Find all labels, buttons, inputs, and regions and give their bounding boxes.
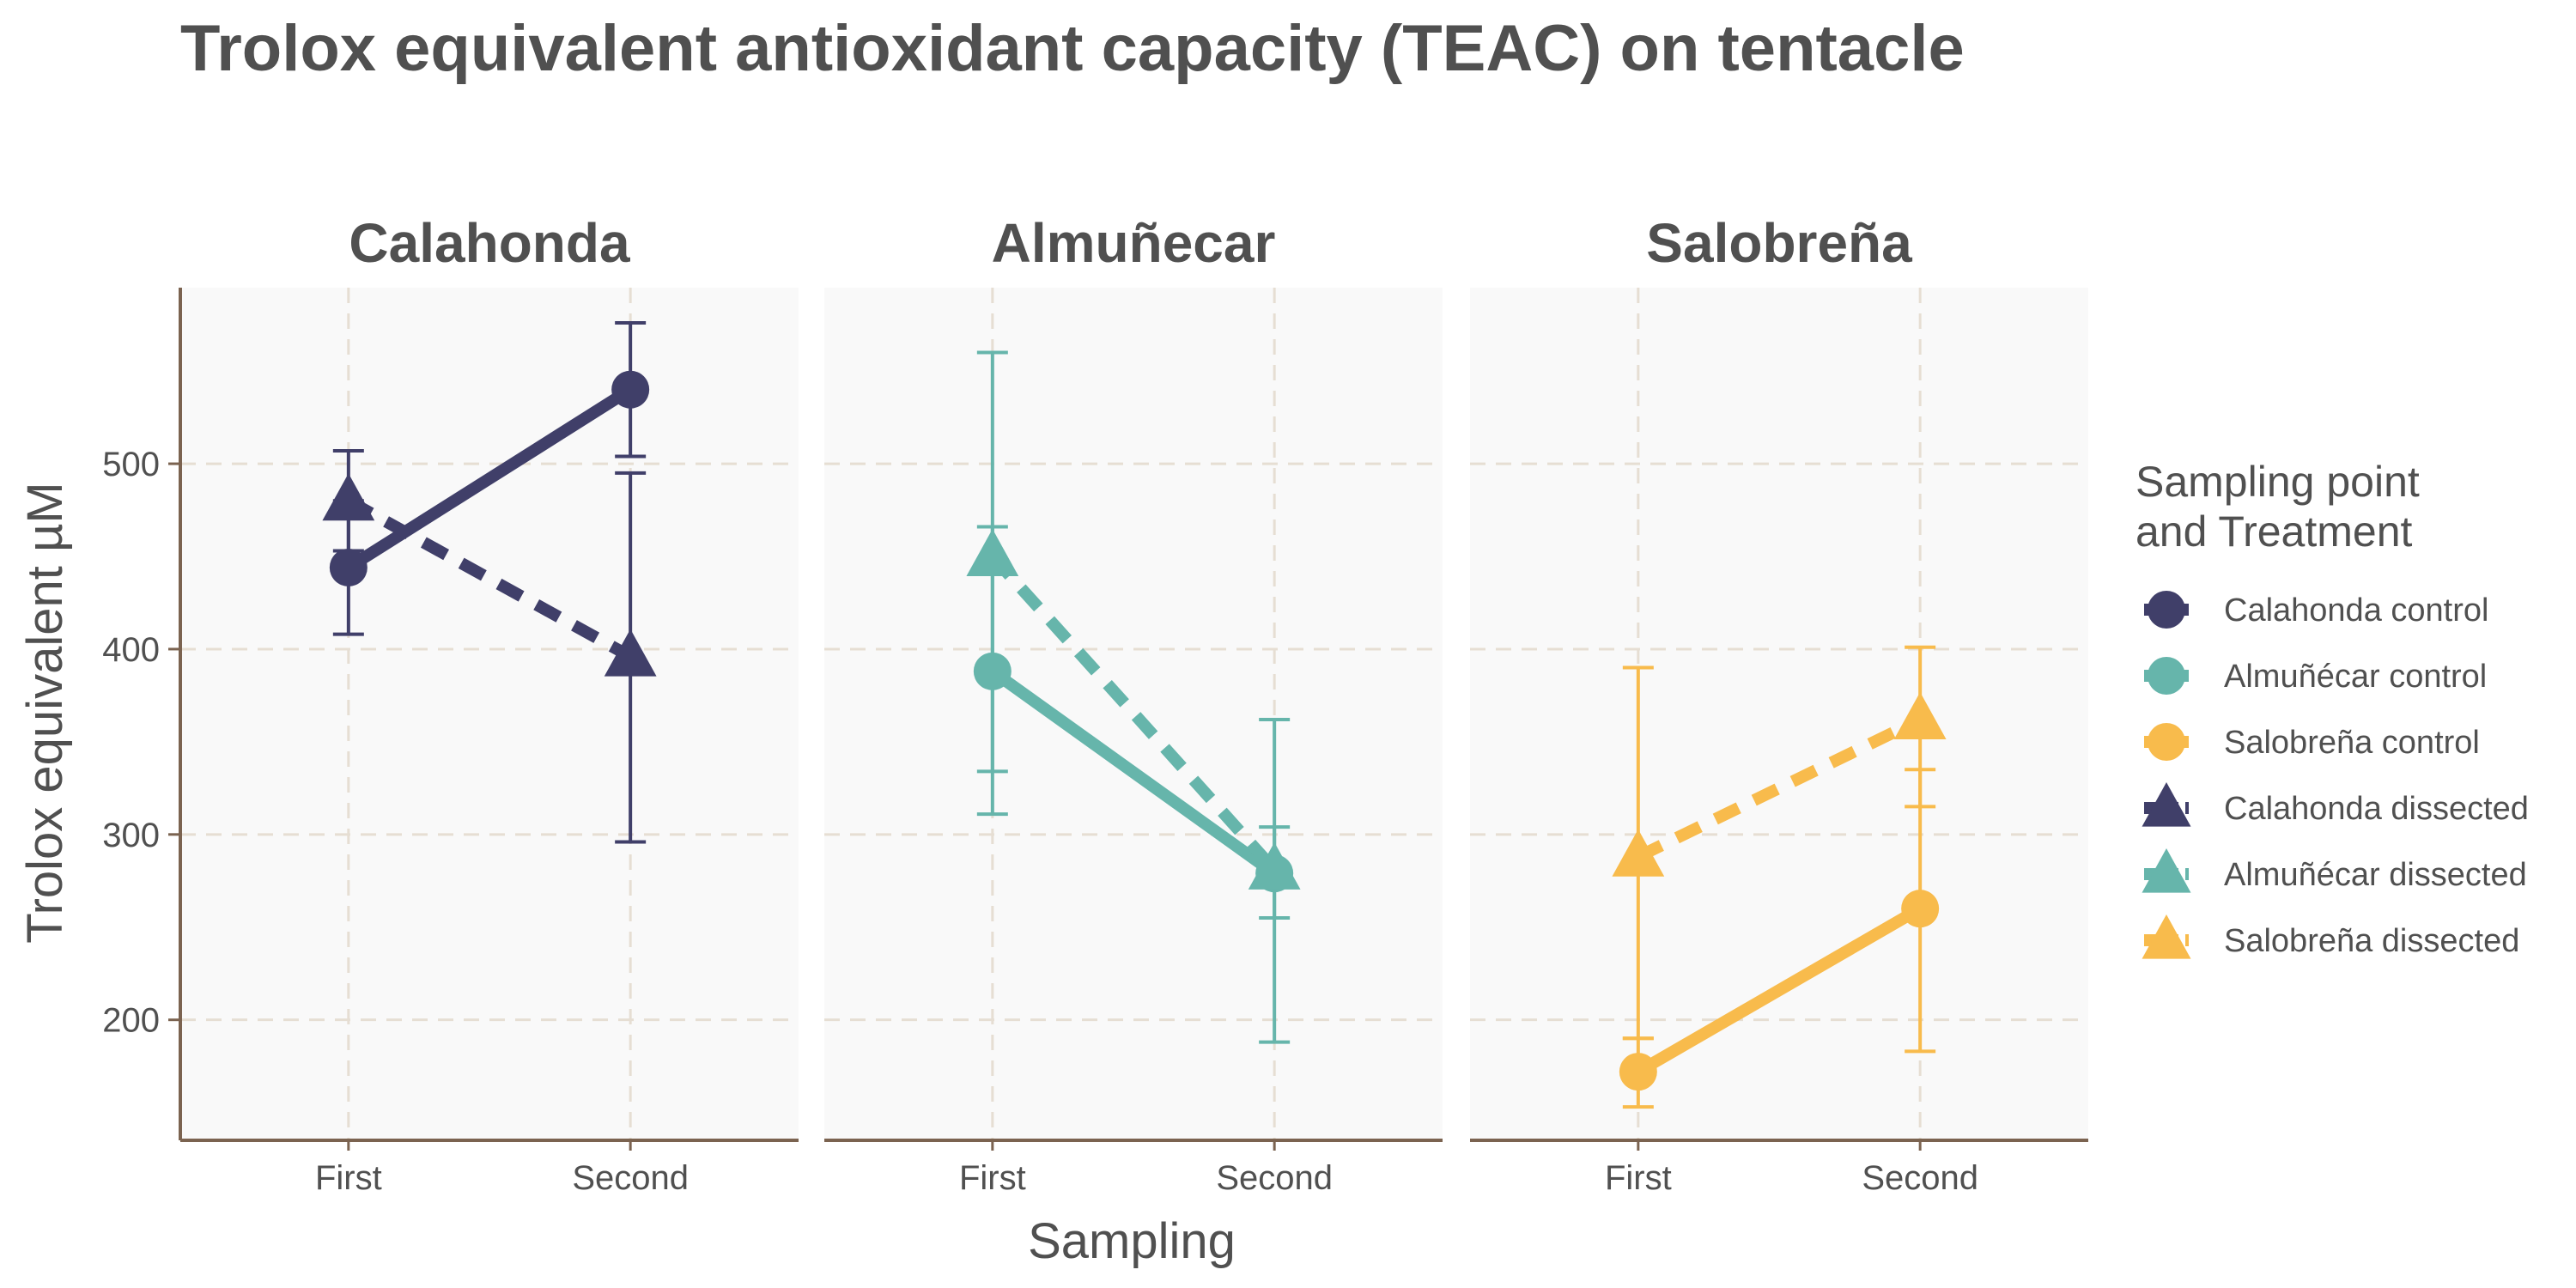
legend-key-triangle: [2142, 914, 2191, 959]
panel-label: Almuñecar: [992, 212, 1276, 274]
panel-label: Calahonda: [349, 212, 630, 274]
series-line-control: [1635, 903, 1923, 1078]
legend-key: [2144, 657, 2189, 695]
legend-key: [2142, 848, 2191, 893]
legend-key-triangle: [2142, 782, 2191, 827]
panel-2: Salobreña First Second: [1470, 212, 2088, 1197]
panel-background: [180, 288, 799, 1140]
x-axis-title: Sampling: [1028, 1213, 1236, 1269]
legend-title: Sampling point: [2136, 458, 2420, 506]
data-point-control: [1901, 890, 1940, 928]
data-point-control: [611, 370, 650, 409]
y-tick-label: 400: [102, 631, 160, 669]
x-tick-label: First: [1605, 1159, 1672, 1197]
x-tick-label: Second: [1862, 1159, 1978, 1197]
x-tick-label: Second: [1216, 1159, 1333, 1197]
legend-label: Almuñécar control: [2224, 659, 2487, 695]
panel-background: [824, 288, 1443, 1140]
y-tick-label: 300: [102, 817, 160, 854]
y-tick-label: 200: [102, 1002, 160, 1040]
legend-key: [2144, 591, 2189, 629]
legend-title: and Treatment: [2136, 507, 2413, 556]
legend-label: Almuñécar dissected: [2224, 857, 2527, 893]
legend-label: Calahonda control: [2224, 592, 2488, 629]
panel-1: Almuñecar First Second: [824, 212, 1443, 1197]
data-point-dissected: [604, 629, 657, 677]
x-tick-label: Second: [572, 1159, 689, 1197]
legend-label: Salobreña control: [2224, 725, 2480, 761]
data-point-dissected: [322, 473, 375, 521]
legend-label: Salobreña dissected: [2224, 923, 2519, 959]
legend-key: [2142, 782, 2191, 827]
series-line-control: [988, 666, 1279, 878]
x-tick-label: First: [315, 1159, 382, 1197]
legend-key: [2144, 723, 2189, 761]
legend-key: [2142, 914, 2191, 959]
series-line-dissected: [345, 495, 634, 662]
panel-0: Calahonda 200 300 400 500 First Second: [102, 212, 799, 1197]
data-point-dissected: [1248, 841, 1301, 890]
data-point-dissected: [1612, 829, 1665, 877]
y-axis-title: Trolox equivalent µM: [17, 482, 73, 943]
legend-key-circle: [2148, 591, 2185, 629]
panel-background: [1470, 288, 2088, 1140]
y-tick-label: 500: [102, 446, 160, 483]
legend-key-triangle: [2142, 848, 2191, 893]
legend-key-circle: [2148, 657, 2185, 695]
data-point-dissected: [1893, 691, 1947, 740]
series-line-dissected: [1635, 714, 1923, 863]
legend-key-circle: [2148, 723, 2185, 761]
panel-label: Salobreña: [1646, 212, 1912, 274]
legend: Sampling point and Treatment Calahonda co…: [2136, 458, 2529, 959]
chart-title: Trolox equivalent antioxidant capacity (…: [180, 12, 1965, 85]
series-line-dissected: [987, 552, 1279, 874]
data-point-control: [329, 548, 368, 586]
series-line-control: [345, 384, 634, 573]
legend-label: Calahonda dissected: [2224, 791, 2529, 827]
data-point-dissected: [966, 529, 1019, 577]
data-point-control: [973, 652, 1012, 690]
x-tick-label: First: [959, 1159, 1026, 1197]
data-point-control: [1619, 1053, 1657, 1091]
